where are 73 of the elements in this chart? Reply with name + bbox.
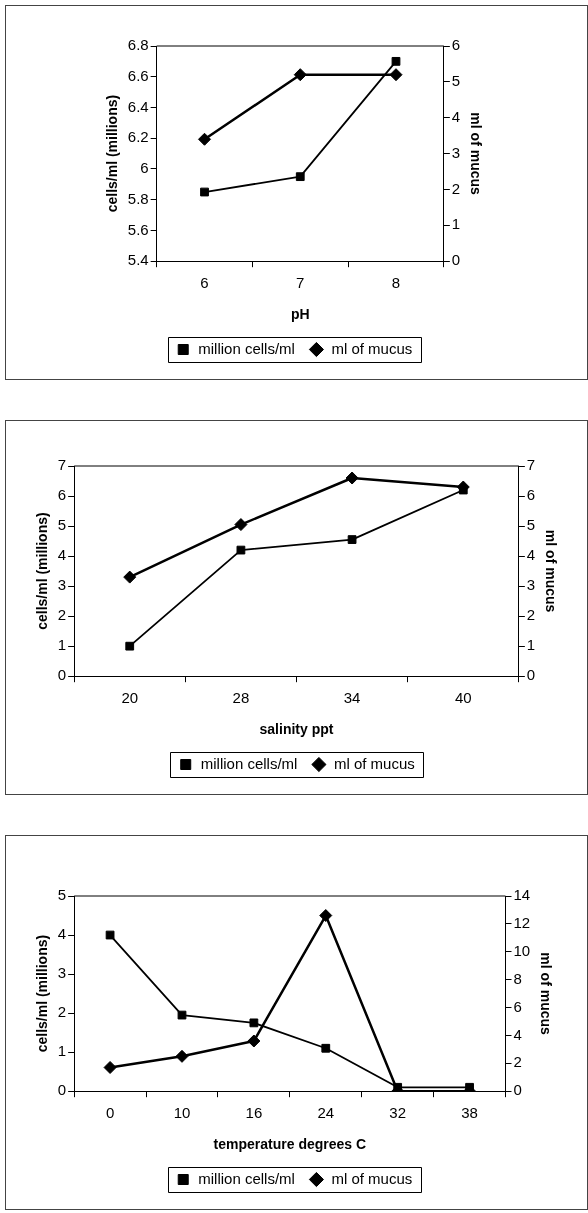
legend-label: million cells/ml [198, 339, 295, 357]
y-tick-label: 5.6 [127, 220, 149, 238]
y2-tick-label: 2 [513, 1053, 522, 1071]
x-tick-label: 38 [461, 1104, 478, 1122]
y2-tick-label: 4 [513, 1025, 522, 1043]
y2-tick-label: 0 [513, 1081, 522, 1099]
y2-axis-title: ml of mucus [467, 112, 484, 196]
y-tick-label: 0 [57, 666, 67, 684]
y2-tick-label: 5 [451, 72, 461, 90]
y2-tick-label: 4 [451, 107, 461, 125]
y2-tick-label: 6 [513, 997, 522, 1015]
x-tick-label: 34 [343, 689, 361, 707]
y-tick-label: 6.6 [127, 66, 149, 84]
x-tick-label: 0 [105, 1104, 115, 1122]
y2-tick-label: 10 [513, 941, 531, 959]
y-axis-title: cells/ml (millions) [34, 934, 51, 1053]
y-tick-label: 2 [57, 1003, 67, 1021]
y2-tick-label: 7 [526, 456, 536, 474]
y2-tick-label: 5 [526, 516, 536, 534]
y-tick-label: 5.8 [127, 189, 149, 207]
y2-tick-label: 6 [451, 36, 461, 54]
y-tick-label: 6.4 [127, 97, 149, 115]
y-tick-label: 0 [57, 1081, 67, 1099]
legend-label: ml of mucus [331, 1169, 413, 1187]
y2-tick-label: 12 [513, 914, 531, 932]
x-tick-label: 28 [232, 689, 250, 707]
y2-axis-title: ml of mucus [542, 529, 559, 613]
legend-label: ml of mucus [333, 754, 415, 772]
x-axis-title: temperature degrees C [213, 1136, 367, 1153]
y2-tick-label: 2 [451, 179, 461, 197]
y2-tick-label: 8 [513, 969, 522, 987]
x-tick-label: 40 [454, 689, 472, 707]
y-tick-label: 4 [57, 546, 67, 564]
y2-tick-label: 6 [526, 486, 536, 504]
y2-tick-label: 0 [526, 666, 536, 684]
y-tick-label: 3 [57, 964, 67, 982]
x-tick-label: 6 [200, 274, 209, 292]
y-axis-title: cells/ml (millions) [34, 512, 51, 630]
y-tick-label: 6.8 [127, 36, 149, 54]
y-tick-label: 7 [57, 456, 67, 474]
x-tick-label: 7 [296, 274, 305, 292]
y2-tick-label: 0 [451, 251, 461, 269]
legend-label: million cells/ml [198, 1169, 295, 1187]
y-tick-label: 6.2 [127, 128, 149, 146]
x-tick-label: 8 [391, 274, 401, 292]
x-axis-title: pH [290, 306, 310, 323]
x-tick-label: 20 [121, 689, 139, 707]
x-tick-label: 10 [173, 1104, 191, 1122]
x-tick-label: 16 [245, 1104, 263, 1122]
y2-tick-label: 2 [526, 606, 536, 624]
y-tick-label: 4 [57, 925, 67, 943]
y2-tick-label: 1 [451, 215, 461, 233]
x-tick-label: 24 [317, 1104, 335, 1122]
y2-axis-title: ml of mucus [537, 952, 554, 1036]
y2-tick-label: 1 [526, 636, 536, 654]
y-tick-label: 2 [57, 606, 67, 624]
legend-label: ml of mucus [331, 339, 413, 357]
y-tick-label: 5.4 [127, 251, 149, 269]
y-tick-label: 1 [57, 1042, 67, 1060]
y2-tick-label: 14 [513, 886, 531, 904]
legend-label: million cells/ml [200, 754, 298, 772]
y2-tick-label: 3 [451, 143, 461, 161]
y-axis-title: cells/ml (millions) [104, 94, 121, 213]
x-tick-label: 32 [389, 1104, 407, 1122]
x-axis-title: salinity ppt [259, 721, 334, 738]
y2-tick-label: 3 [526, 576, 536, 594]
y-tick-label: 6 [57, 486, 67, 504]
y-tick-label: 3 [57, 576, 67, 594]
y-tick-label: 6 [140, 159, 149, 177]
y-tick-label: 5 [57, 516, 67, 534]
y-tick-label: 1 [57, 636, 67, 654]
y2-tick-label: 4 [526, 546, 536, 564]
y-tick-label: 5 [57, 886, 67, 904]
